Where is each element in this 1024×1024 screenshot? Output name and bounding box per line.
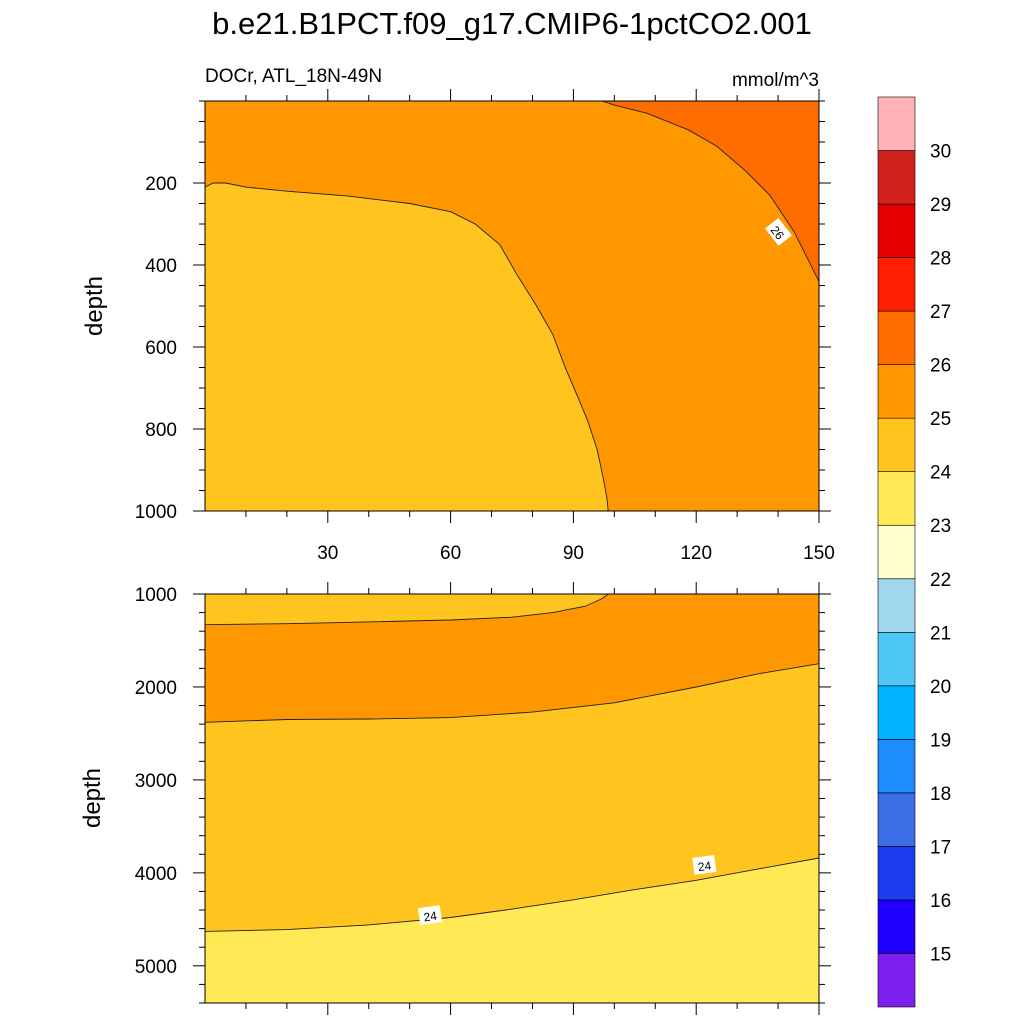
y-tick-label: 400 bbox=[145, 256, 177, 277]
colorbar-swatch bbox=[877, 524, 916, 580]
colorbar-label: 17 bbox=[930, 837, 951, 858]
colorbar-swatch bbox=[877, 471, 916, 526]
region-band-23-24 bbox=[205, 858, 819, 1003]
colorbar-swatch bbox=[877, 792, 916, 847]
colorbar-label: 22 bbox=[930, 570, 951, 591]
contour-label-bg bbox=[692, 854, 717, 875]
contour-line-26 bbox=[601, 100, 820, 282]
upper-plot-frame bbox=[204, 100, 820, 512]
y-tick-label: 2000 bbox=[135, 678, 177, 699]
colorbar-label: 30 bbox=[930, 142, 951, 163]
colorbar-swatch bbox=[877, 96, 916, 151]
upper-contour-labels: 26 bbox=[765, 217, 792, 246]
contour-label-text: 24 bbox=[423, 909, 438, 925]
contour-label: 26 bbox=[765, 217, 792, 246]
contour-line-25 bbox=[204, 593, 609, 626]
lower-panel: 1000 2000 3000 4000 5000 24 24 depth bbox=[79, 582, 831, 1015]
y-tick-label: 4000 bbox=[135, 864, 177, 885]
y-tick-label: 600 bbox=[145, 338, 177, 359]
upper-axis-ticks: 30 60 90 120 150 200 400 600 800 1000 bbox=[135, 89, 835, 564]
colorbar-swatch bbox=[877, 846, 916, 901]
colorbar-swatch bbox=[877, 150, 916, 205]
lower-axis-ticks: 1000 2000 3000 4000 5000 bbox=[135, 582, 831, 1015]
contour-line-24 bbox=[204, 182, 609, 512]
colorbar-label: 26 bbox=[930, 356, 951, 377]
upper-units-label: mmol/m^3 bbox=[732, 70, 819, 91]
colorbar-label: 20 bbox=[930, 677, 951, 698]
lower-contour-lines bbox=[204, 593, 820, 932]
x-tick-label: 30 bbox=[317, 543, 338, 564]
colorbar-label: 15 bbox=[930, 945, 951, 966]
y-tick-label: 800 bbox=[145, 420, 177, 441]
contour-line-24 bbox=[204, 857, 820, 932]
x-tick-label: 60 bbox=[440, 543, 461, 564]
upper-filled-contours bbox=[205, 101, 819, 511]
region-band-25-26 bbox=[205, 594, 819, 723]
colorbar-label: 29 bbox=[930, 195, 951, 216]
y-tick-label: 1000 bbox=[135, 502, 177, 523]
colorbar-swatch bbox=[877, 310, 916, 365]
y-tick-label: 1000 bbox=[135, 585, 177, 606]
colorbar-label: 19 bbox=[930, 730, 951, 751]
upper-variable-label: DOCr, ATL_18N-49N bbox=[205, 66, 382, 87]
lower-contour-labels: 24 24 bbox=[417, 854, 717, 926]
colorbar-swatch bbox=[877, 257, 916, 312]
lower-filled-contours bbox=[205, 594, 819, 1003]
x-tick-label: 120 bbox=[680, 543, 712, 564]
upper-contour-lines bbox=[204, 100, 820, 512]
colorbar-swatch bbox=[877, 685, 916, 740]
contour-label: 24 bbox=[692, 854, 717, 875]
contour-label-bg bbox=[417, 905, 443, 926]
x-tick-label: 150 bbox=[803, 543, 835, 564]
contour-label-bg bbox=[765, 217, 792, 246]
colorbar-label: 27 bbox=[930, 302, 951, 323]
colorbar: 15 16 17 18 19 20 21 22 23 24 25 26 27 28 29 30 bbox=[877, 96, 952, 1008]
region-band-24-25 bbox=[205, 183, 609, 511]
colorbar-label: 18 bbox=[930, 784, 951, 805]
colorbar-swatch bbox=[877, 899, 916, 954]
colorbar-label: 16 bbox=[930, 891, 951, 912]
x-tick-label: 90 bbox=[563, 543, 584, 564]
upper-y-axis-label: depth bbox=[81, 276, 108, 336]
y-tick-label: 3000 bbox=[135, 771, 177, 792]
upper-panel: DOCr, ATL_18N-49N mmol/m^3 30 60 90 120 150 2… bbox=[81, 66, 835, 564]
colorbar-swatch bbox=[877, 953, 916, 1008]
colorbar-label: 25 bbox=[930, 409, 951, 430]
colorbar-label: 21 bbox=[930, 623, 951, 644]
colorbar-swatch bbox=[877, 578, 916, 633]
lower-y-axis-label: depth bbox=[79, 768, 106, 828]
region-band-26-27 bbox=[602, 101, 819, 282]
colorbar-swatch bbox=[877, 203, 916, 258]
contour-label-text: 24 bbox=[697, 858, 712, 874]
contour-line-25 bbox=[204, 663, 820, 723]
colorbar-label: 24 bbox=[930, 463, 952, 484]
colorbar-swatch bbox=[877, 364, 916, 419]
contour-label: 24 bbox=[417, 905, 443, 926]
colorbar-swatch bbox=[877, 739, 916, 794]
colorbar-label: 28 bbox=[930, 249, 951, 270]
colorbar-swatch bbox=[877, 417, 916, 473]
lower-plot-frame bbox=[204, 593, 820, 1004]
colorbar-label: 23 bbox=[930, 516, 951, 537]
y-tick-label: 5000 bbox=[135, 957, 177, 978]
colorbar-swatch bbox=[877, 631, 916, 687]
chart-title: b.e21.B1PCT.f09_g17.CMIP6-1pctCO2.001 bbox=[212, 6, 812, 41]
y-tick-label: 200 bbox=[145, 174, 177, 195]
